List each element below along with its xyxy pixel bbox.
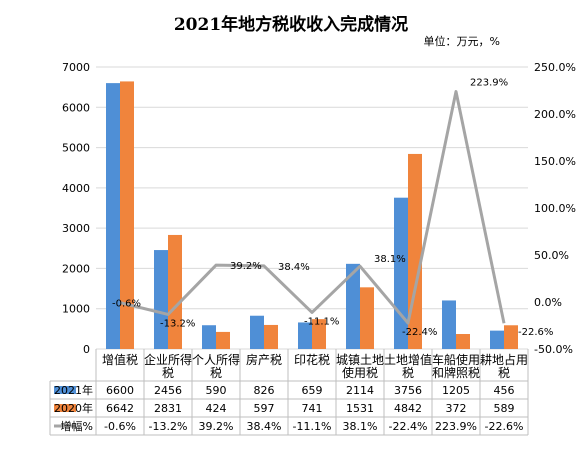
line-data-label: 38.1%: [374, 254, 406, 265]
table-cell: 1531: [346, 402, 374, 415]
chart-title: 2021年地方税收收入完成情况: [174, 14, 408, 35]
category-label: 耕地占用: [480, 352, 528, 367]
legend-swatch: [54, 386, 76, 394]
table-cell: 38.4%: [247, 420, 282, 433]
line-data-label: -22.4%: [402, 327, 437, 338]
table-cell: 590: [206, 384, 227, 397]
y2-tick-label: 50.0%: [534, 249, 569, 262]
category-label: 税: [402, 366, 414, 380]
y2-tick-label: 0.0%: [534, 296, 562, 309]
bar-2020: [216, 331, 230, 349]
table-row-header: 2021年: [54, 383, 93, 397]
y2-tick-label: 250.0%: [534, 61, 576, 74]
table-cell: 456: [494, 384, 515, 397]
table-cell: 597: [254, 402, 275, 415]
bar-2021: [202, 325, 216, 349]
y-tick-label: 0: [83, 343, 90, 356]
category-label: 印花税: [294, 352, 330, 367]
line-data-label: -11.1%: [304, 316, 339, 327]
y-tick-label: 1000: [62, 303, 90, 316]
table-cell: 3756: [394, 384, 422, 397]
y-tick-label: 3000: [62, 222, 90, 235]
category-label: 个人所得: [192, 352, 240, 367]
y2-tick-label: 200.0%: [534, 108, 576, 121]
table-cell: 2456: [154, 384, 182, 397]
category-label: 城镇土地: [336, 353, 384, 367]
bar-2021: [106, 83, 120, 349]
bar-2020: [168, 234, 182, 349]
category-label: 房产税: [246, 352, 282, 367]
table-cell: 424: [206, 402, 227, 415]
table-cell: -22.4%: [389, 420, 428, 433]
table-cell: 1205: [442, 384, 470, 397]
table-cell: 2831: [154, 402, 182, 415]
bar-2020: [504, 325, 518, 349]
category-label: 土地增值: [384, 352, 432, 367]
bar-2020: [264, 324, 278, 349]
line-data-label: -13.2%: [160, 318, 195, 329]
table-cell: 38.1%: [343, 420, 378, 433]
line-data-label: 223.9%: [470, 78, 508, 89]
line-data-label: -22.6%: [518, 327, 553, 338]
y-tick-label: 6000: [62, 101, 90, 114]
line-data-label: 39.2%: [230, 261, 262, 272]
table-cell: 6600: [106, 384, 134, 397]
y2-tick-label: 150.0%: [534, 155, 576, 168]
category-label: 使用税: [342, 365, 378, 380]
growth-line: [119, 90, 506, 325]
bar-2020: [456, 334, 470, 349]
chart-unit-label: 单位：万元，%: [424, 34, 500, 48]
table-row-header: 增幅%: [61, 419, 93, 433]
y2-tick-label: 100.0%: [534, 202, 576, 215]
table-cell: 223.9%: [435, 420, 477, 433]
y2-tick-label: -50.0%: [534, 343, 573, 356]
bar-2021: [346, 263, 360, 349]
category-label: 增值税: [102, 352, 138, 367]
table-cell: 4842: [394, 402, 422, 415]
category-label: 税: [162, 366, 174, 380]
y-tick-label: 2000: [62, 262, 90, 275]
category-label: 和牌照税: [432, 366, 480, 380]
y-tick-label: 7000: [62, 61, 90, 74]
bar-2021: [490, 330, 504, 349]
table-cell: 6642: [106, 402, 134, 415]
category-label: 企业所得: [144, 352, 192, 367]
table-row-header: 2020年: [54, 401, 93, 415]
legend-swatch: [54, 404, 76, 412]
line-data-label: 38.4%: [278, 262, 310, 273]
table-cell: 39.2%: [199, 420, 234, 433]
bar-2020: [120, 81, 134, 349]
table-cell: 826: [254, 384, 275, 397]
bar-2021: [298, 322, 312, 349]
table-cell: 741: [302, 402, 323, 415]
y-tick-label: 4000: [62, 182, 90, 195]
table-cell: -22.6%: [485, 420, 524, 433]
category-label: 车船使用: [432, 352, 480, 367]
table-cell: -13.2%: [149, 420, 188, 433]
table-cell: 372: [446, 402, 467, 415]
line-data-label: -0.6%: [112, 299, 141, 310]
bar-2020: [360, 287, 374, 349]
table-cell: 589: [494, 402, 515, 415]
table-cell: -11.1%: [293, 420, 332, 433]
bar-2021: [442, 300, 456, 349]
table-cell: 659: [302, 384, 323, 397]
table-cell: -0.6%: [104, 420, 136, 433]
bar-2021: [250, 315, 264, 349]
category-label: 税: [498, 366, 510, 380]
table-cell: 2114: [346, 384, 374, 397]
y-tick-label: 5000: [62, 142, 90, 155]
bar-2020: [312, 319, 326, 349]
bar-2021: [154, 250, 168, 349]
category-label: 税: [210, 366, 222, 380]
